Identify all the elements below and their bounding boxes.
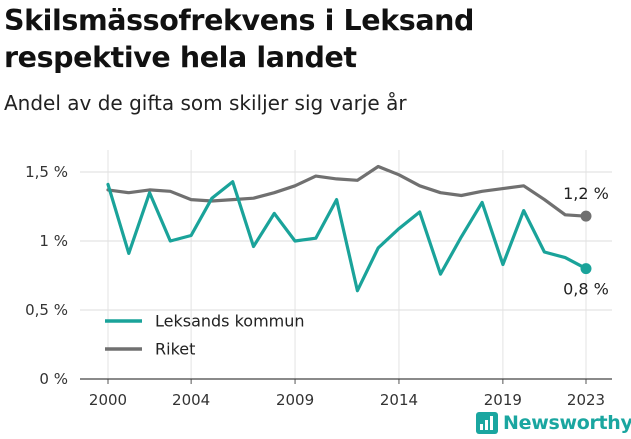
x-tick-label: 2004 xyxy=(172,391,210,409)
series-end-label: 1,2 % xyxy=(563,184,609,203)
legend: Leksands kommun Riket xyxy=(105,312,305,359)
y-tick-label: 0,5 % xyxy=(25,301,68,319)
x-tick-label: 2023 xyxy=(567,391,605,409)
newsworthy-logo-text: Newsworthy xyxy=(503,412,631,434)
newsworthy-logo-icon xyxy=(476,412,498,434)
y-tick-label: 1 % xyxy=(39,232,68,250)
newsworthy-logo: Newsworthy xyxy=(476,409,631,437)
chart-subtitle: Andel av de gifta som skiljer sig varje … xyxy=(4,91,407,115)
chart-title: Skilsmässofrekvens i Leksand respektive … xyxy=(4,4,475,74)
series-end-point xyxy=(580,263,592,275)
x-tick-label: 2000 xyxy=(89,391,127,409)
series-line-leksand xyxy=(106,180,588,293)
legend-label: Riket xyxy=(155,340,195,359)
series-end-label: 0,8 % xyxy=(563,280,609,299)
x-tick-label: 2014 xyxy=(380,391,418,409)
x-tick-label: 2009 xyxy=(276,391,314,409)
axes: 0 % 0,5 % 1 % 1,5 % 2000 2004 2009 2014 2019 2023 xyxy=(25,163,612,409)
series-end-point xyxy=(580,210,592,222)
series-lines: 1,2 % 0,8 % xyxy=(106,164,609,299)
legend-label: Leksands kommun xyxy=(155,312,305,331)
y-tick-label: 0 % xyxy=(39,370,68,388)
series-line-riket xyxy=(106,164,588,218)
x-tick-label: 2019 xyxy=(484,391,522,409)
y-tick-label: 1,5 % xyxy=(25,163,68,181)
